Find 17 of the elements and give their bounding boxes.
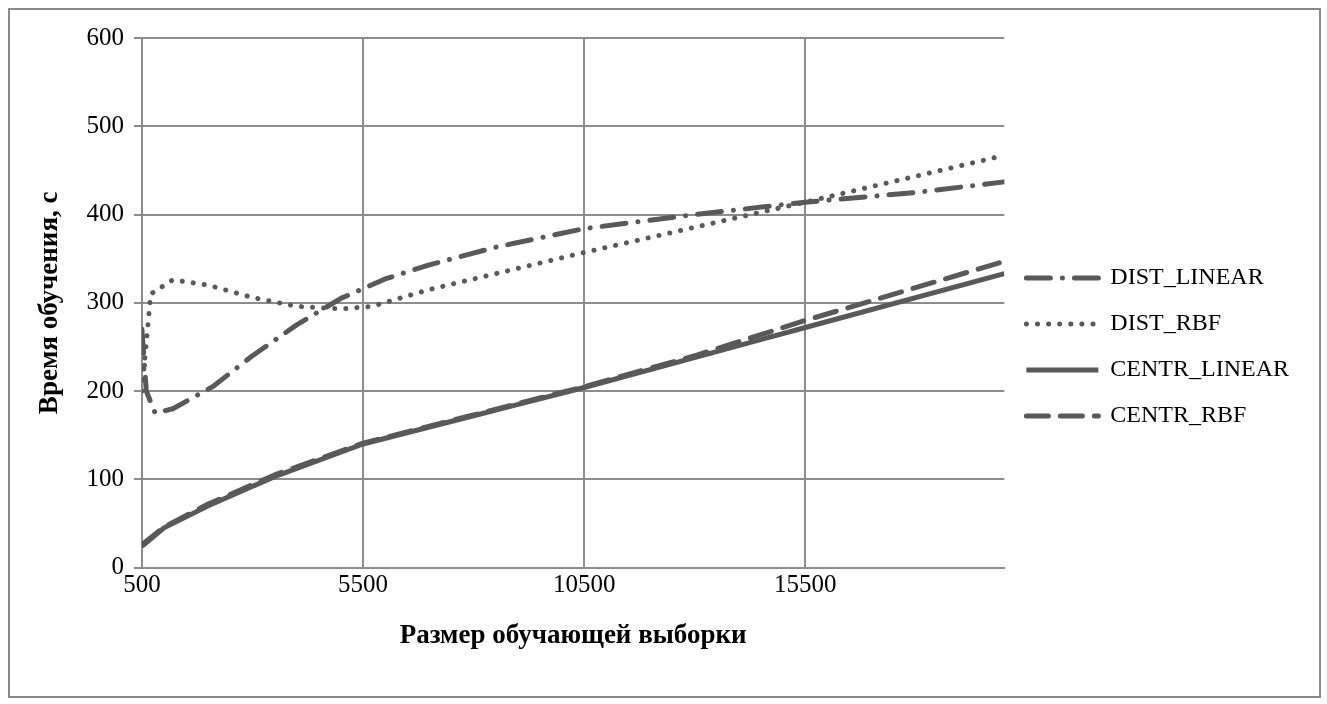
legend-label: CENTR_LINEAR — [1110, 355, 1289, 382]
y-tick-label: 200 — [86, 375, 124, 403]
y-axis-title: Время обучения, с — [33, 191, 64, 415]
legend-label: DIST_LINEAR — [1110, 263, 1264, 290]
x-tick-label: 10500 — [552, 570, 616, 598]
y-tick-label: 400 — [86, 199, 124, 227]
y-tick-label: 600 — [86, 22, 124, 50]
x-tick-label: 5500 — [338, 570, 389, 598]
y-tick-label: 100 — [86, 463, 124, 491]
y-tick-label: 300 — [86, 287, 124, 315]
legend-label: DIST_RBF — [1110, 309, 1222, 336]
y-tick-label: 500 — [86, 110, 124, 138]
x-axis-title: Размер обучающей выборки — [399, 618, 747, 649]
y-tick-label: 0 — [111, 552, 124, 580]
x-tick-label: 500 — [123, 570, 161, 598]
legend-label: CENTR_RBF — [1110, 401, 1247, 428]
x-tick-label: 15500 — [774, 570, 837, 598]
